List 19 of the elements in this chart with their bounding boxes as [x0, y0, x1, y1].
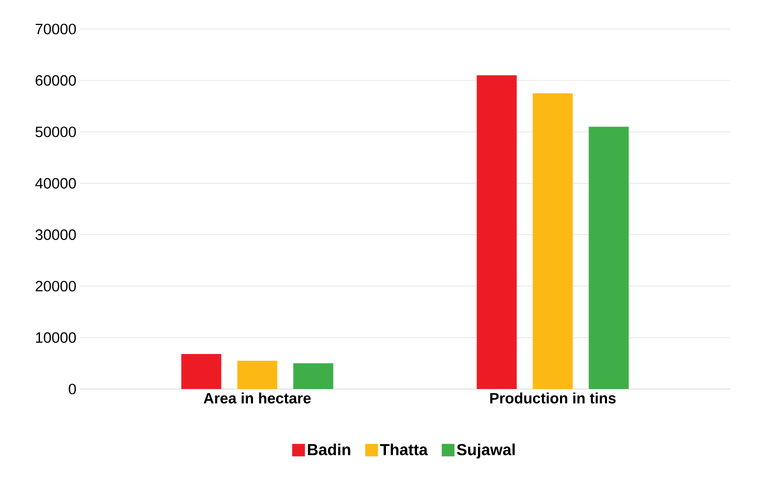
bar [293, 363, 334, 389]
x-tick-label: Area in hectare [204, 392, 311, 404]
y-tick-label: 40000 [35, 178, 76, 189]
bar [476, 75, 517, 389]
legend-label: Sujawal [456, 444, 515, 458]
bar [532, 93, 573, 389]
y-tick-label: 10000 [36, 332, 76, 343]
bar [588, 126, 629, 389]
legend-label: Thatta [380, 444, 428, 456]
y-tick-label: 50000 [36, 126, 76, 138]
bar [181, 354, 222, 389]
y-tick-label: 60000 [36, 75, 76, 86]
legend-label: Badin [308, 444, 350, 456]
bar [237, 360, 278, 389]
y-tick-label: 30000 [35, 229, 76, 240]
x-tick-label: Production in tins [490, 392, 616, 404]
y-tick-label: 20000 [36, 280, 76, 292]
y-tick-label: 70000 [36, 24, 76, 34]
y-tick-label: 0 [68, 384, 76, 394]
